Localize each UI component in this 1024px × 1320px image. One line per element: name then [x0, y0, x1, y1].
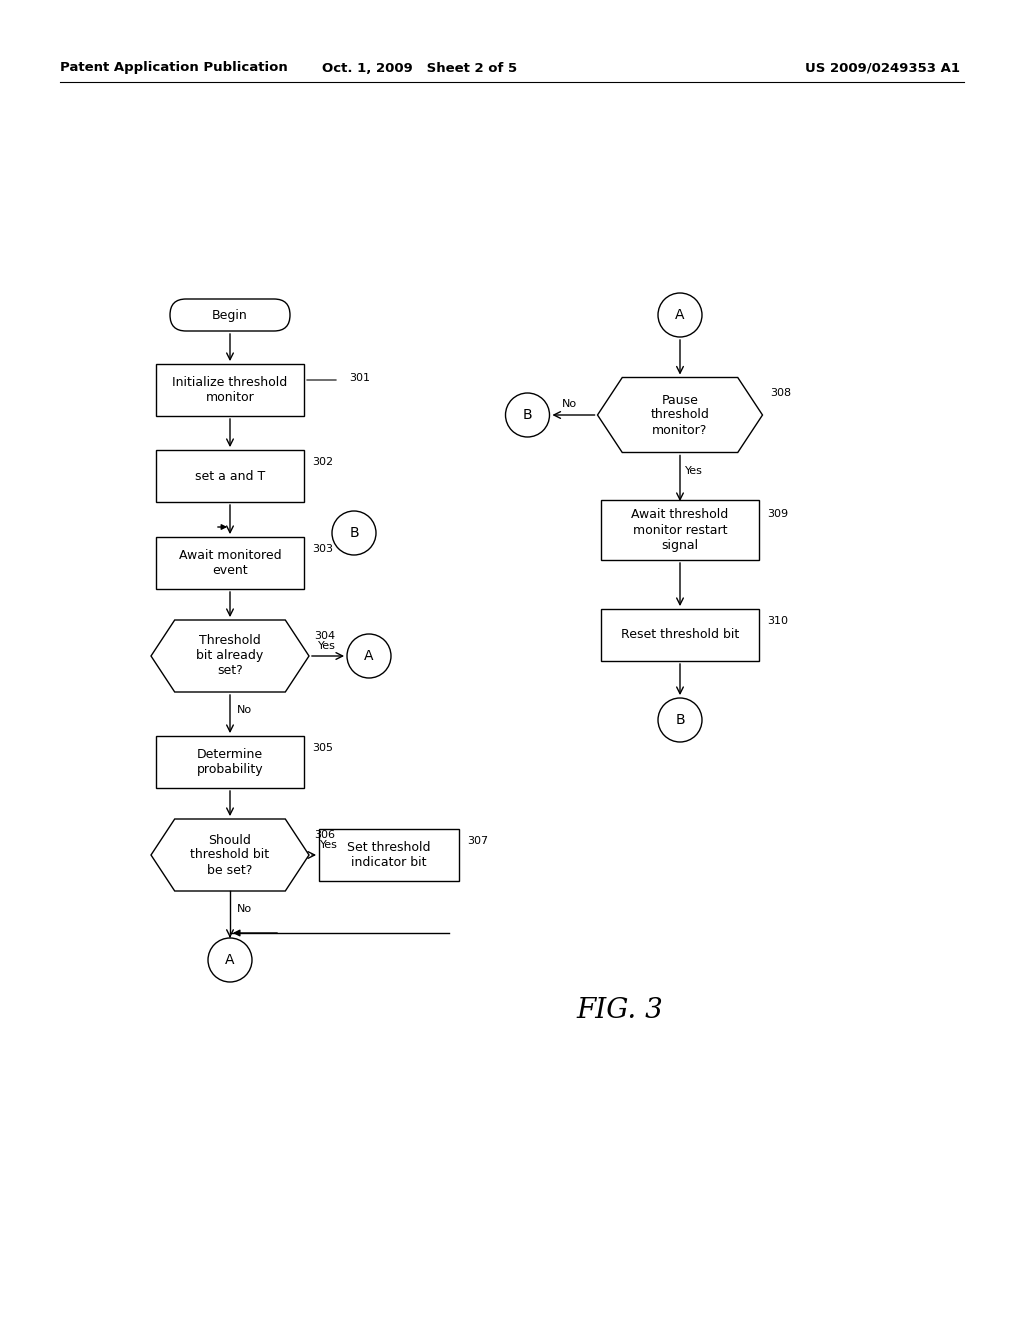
Text: FIG. 3: FIG. 3 — [577, 997, 664, 1023]
Bar — [156, 364, 304, 416]
Text: A: A — [675, 308, 685, 322]
Text: 301: 301 — [349, 374, 370, 383]
Text: 309: 309 — [767, 510, 788, 519]
Text: US 2009/0249353 A1: US 2009/0249353 A1 — [805, 62, 961, 74]
Text: 303: 303 — [312, 544, 333, 554]
Text: Patent Application Publication: Patent Application Publication — [60, 62, 288, 74]
Text: 307: 307 — [467, 836, 488, 846]
Text: Initialize threshold
monitor: Initialize threshold monitor — [172, 376, 288, 404]
Polygon shape — [597, 378, 763, 453]
Text: Reset threshold bit: Reset threshold bit — [621, 628, 739, 642]
Text: Oct. 1, 2009   Sheet 2 of 5: Oct. 1, 2009 Sheet 2 of 5 — [323, 62, 517, 74]
Bar — [156, 737, 304, 788]
Text: Await threshold
monitor restart
signal: Await threshold monitor restart signal — [632, 508, 729, 552]
Text: Threshold
bit already
set?: Threshold bit already set? — [197, 635, 263, 677]
Text: Yes: Yes — [321, 840, 338, 850]
Polygon shape — [151, 818, 309, 891]
Text: Pause
threshold
monitor?: Pause threshold monitor? — [650, 393, 710, 437]
Text: 310: 310 — [767, 616, 788, 626]
Bar — [601, 609, 759, 661]
Text: 302: 302 — [312, 457, 333, 467]
Text: 304: 304 — [314, 631, 335, 642]
FancyBboxPatch shape — [170, 300, 290, 331]
Text: Should
threshold bit
be set?: Should threshold bit be set? — [190, 833, 269, 876]
Circle shape — [658, 698, 702, 742]
Text: 308: 308 — [770, 388, 792, 399]
Circle shape — [332, 511, 376, 554]
Text: No: No — [562, 399, 578, 409]
Circle shape — [208, 939, 252, 982]
Bar — [601, 500, 759, 560]
Text: Yes: Yes — [318, 642, 336, 651]
Text: Yes: Yes — [685, 466, 702, 475]
Circle shape — [506, 393, 550, 437]
Circle shape — [658, 293, 702, 337]
Circle shape — [347, 634, 391, 678]
Text: 306: 306 — [314, 830, 335, 840]
Bar — [156, 537, 304, 589]
Text: Await monitored
event: Await monitored event — [178, 549, 282, 577]
Polygon shape — [151, 620, 309, 692]
Text: 305: 305 — [312, 743, 333, 752]
Text: A: A — [225, 953, 234, 968]
Text: B: B — [675, 713, 685, 727]
Text: B: B — [522, 408, 532, 422]
Text: Set threshold
indicator bit: Set threshold indicator bit — [347, 841, 431, 869]
Text: Begin: Begin — [212, 309, 248, 322]
Bar — [319, 829, 459, 880]
Text: No: No — [237, 904, 252, 913]
Text: set a and T: set a and T — [195, 470, 265, 483]
Text: Determine
probability: Determine probability — [197, 748, 263, 776]
Text: B: B — [349, 525, 358, 540]
Text: A: A — [365, 649, 374, 663]
Text: No: No — [237, 705, 252, 715]
Bar — [156, 450, 304, 502]
